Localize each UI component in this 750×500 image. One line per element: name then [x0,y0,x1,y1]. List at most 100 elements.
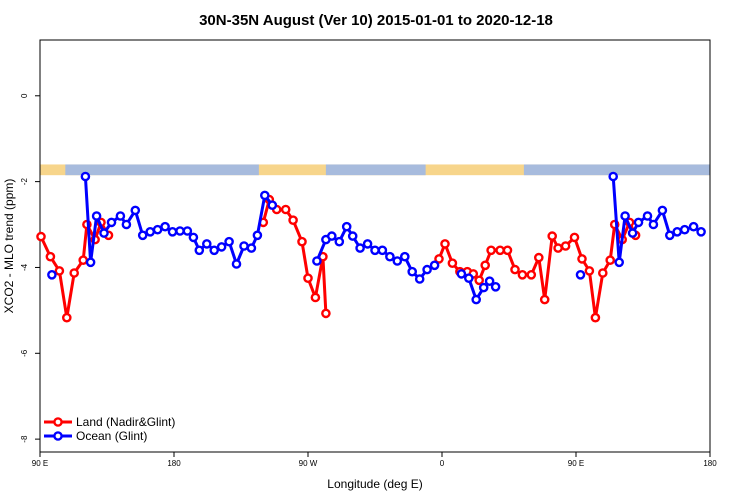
legend-swatch-marker-0 [53,417,63,427]
series-ocean-point-33 [347,231,358,241]
series-ocean-point-36 [370,245,380,256]
series-ocean-point-44 [429,260,440,271]
series-ocean-point-42 [414,274,425,284]
series-ocean-point-14 [175,226,185,236]
series-land-point-3 [62,312,72,323]
series-land-point-19 [321,308,331,319]
y-axis-label: XCO2 - MLO trend (ppm) [2,179,16,314]
series-ocean-point-39 [392,256,403,266]
series-ocean-point-21 [224,236,234,247]
series-land-line-0 [39,220,110,320]
series-land-point-42 [590,312,601,323]
series-ocean-point-19 [209,245,219,256]
series-land-point-41 [584,266,595,276]
series-land-point-26 [474,275,485,286]
series-ocean-point-53 [614,257,625,268]
series-ocean-point-52 [608,171,619,182]
x-tick-label-0: 90 E [32,459,48,468]
series-land-point-29 [495,245,505,256]
series-ocean-point-18 [201,239,212,249]
x-tick-label-3: 0 [440,459,445,468]
chart-title: 30N-35N August (Ver 10) 2015-01-01 to 20… [199,12,553,29]
series-ocean-point-22 [231,259,242,269]
series-land-point-39 [569,232,580,243]
series-ocean-point-57 [642,211,653,221]
series-ocean-point-15 [182,226,193,236]
series-ocean-point-4 [99,228,109,238]
series-ocean-point-8 [130,205,141,216]
series-land-point-32 [517,269,528,280]
surface-band-ocean-0 [65,164,259,176]
series-ocean-point-43 [422,264,432,275]
series-land-point-38 [560,241,571,251]
series-land-point-0 [36,231,46,242]
series-ocean-point-3 [91,211,102,221]
series-ocean-point-7 [121,219,132,230]
series-ocean-point-59 [657,205,668,216]
series-land-point-30 [502,245,513,256]
series-land-point-36 [547,231,558,241]
series-ocean-point-28 [312,256,322,266]
series-land-point-28 [486,245,496,256]
y-tick-label-2: -4 [20,263,29,271]
series-ocean-point-48 [478,282,489,293]
series-land-point-27 [480,260,491,271]
series-ocean-point-46 [463,273,474,284]
series-ocean-point-41 [407,266,418,277]
series-ocean-point-30 [326,231,337,241]
legend-label-1: Ocean (Glint) [76,429,147,443]
series-ocean-point-25 [252,230,263,241]
series-ocean-point-51 [575,269,586,280]
series-ocean-point-17 [194,245,205,256]
series-ocean-point-16 [188,232,199,243]
series-land-point-2 [54,266,65,276]
series-land-point-43 [598,268,608,278]
legend: Land (Nadir&Glint)Ocean (Glint) [44,415,175,443]
y-tick-label-3: -6 [20,349,29,357]
series-ocean-point-60 [665,230,675,241]
series-ocean-point-20 [216,242,227,252]
series-ocean-point-64 [696,226,706,237]
series-ocean-point-10 [145,226,155,237]
series-ocean-point-38 [385,251,395,262]
series-ocean-point-9 [137,230,148,241]
series-land-point-13 [280,204,291,215]
series-land-point-22 [447,258,458,269]
series-land-point-21 [440,239,450,249]
series-ocean-point-13 [167,226,178,237]
series-land [36,194,641,323]
series-land-point-31 [510,264,520,275]
series-ocean-point-50 [490,281,501,292]
series-land-point-37 [553,243,563,253]
series-ocean-point-23 [239,241,249,251]
legend-label-0: Land (Nadir&Glint) [76,415,175,429]
series-land-point-5 [78,255,88,266]
series-land-point-34 [534,252,544,263]
x-tick-label-2: 90 W [299,459,318,468]
y-tick-label-4: -8 [20,435,29,443]
series-land-point-4 [69,268,79,278]
series-ocean-point-11 [152,224,163,235]
x-tick-label-1: 180 [167,459,181,468]
series-ocean-point-27 [267,200,278,210]
series-land-point-17 [310,292,321,303]
series-ocean-point-24 [246,243,257,253]
series-ocean-point-31 [334,236,345,247]
x-tick-label-5: 180 [703,459,717,468]
series-land-point-35 [539,294,550,305]
series-land-point-14 [288,215,298,225]
series-land-point-44 [605,255,616,266]
series-ocean-point-34 [355,243,365,253]
series-ocean-point-1 [80,171,91,182]
series-land-point-20 [434,254,444,264]
x-tick-label-4: 90 E [568,459,584,468]
series-ocean-point-40 [399,251,410,262]
series-ocean-point-0 [47,269,57,280]
series-ocean-point-26 [259,190,270,201]
series-ocean-point-5 [106,217,117,228]
surface-band-ocean-1 [325,164,426,176]
series-ocean-point-63 [688,221,699,232]
series-ocean-point-2 [85,257,96,268]
series-ocean-point-12 [160,221,170,232]
